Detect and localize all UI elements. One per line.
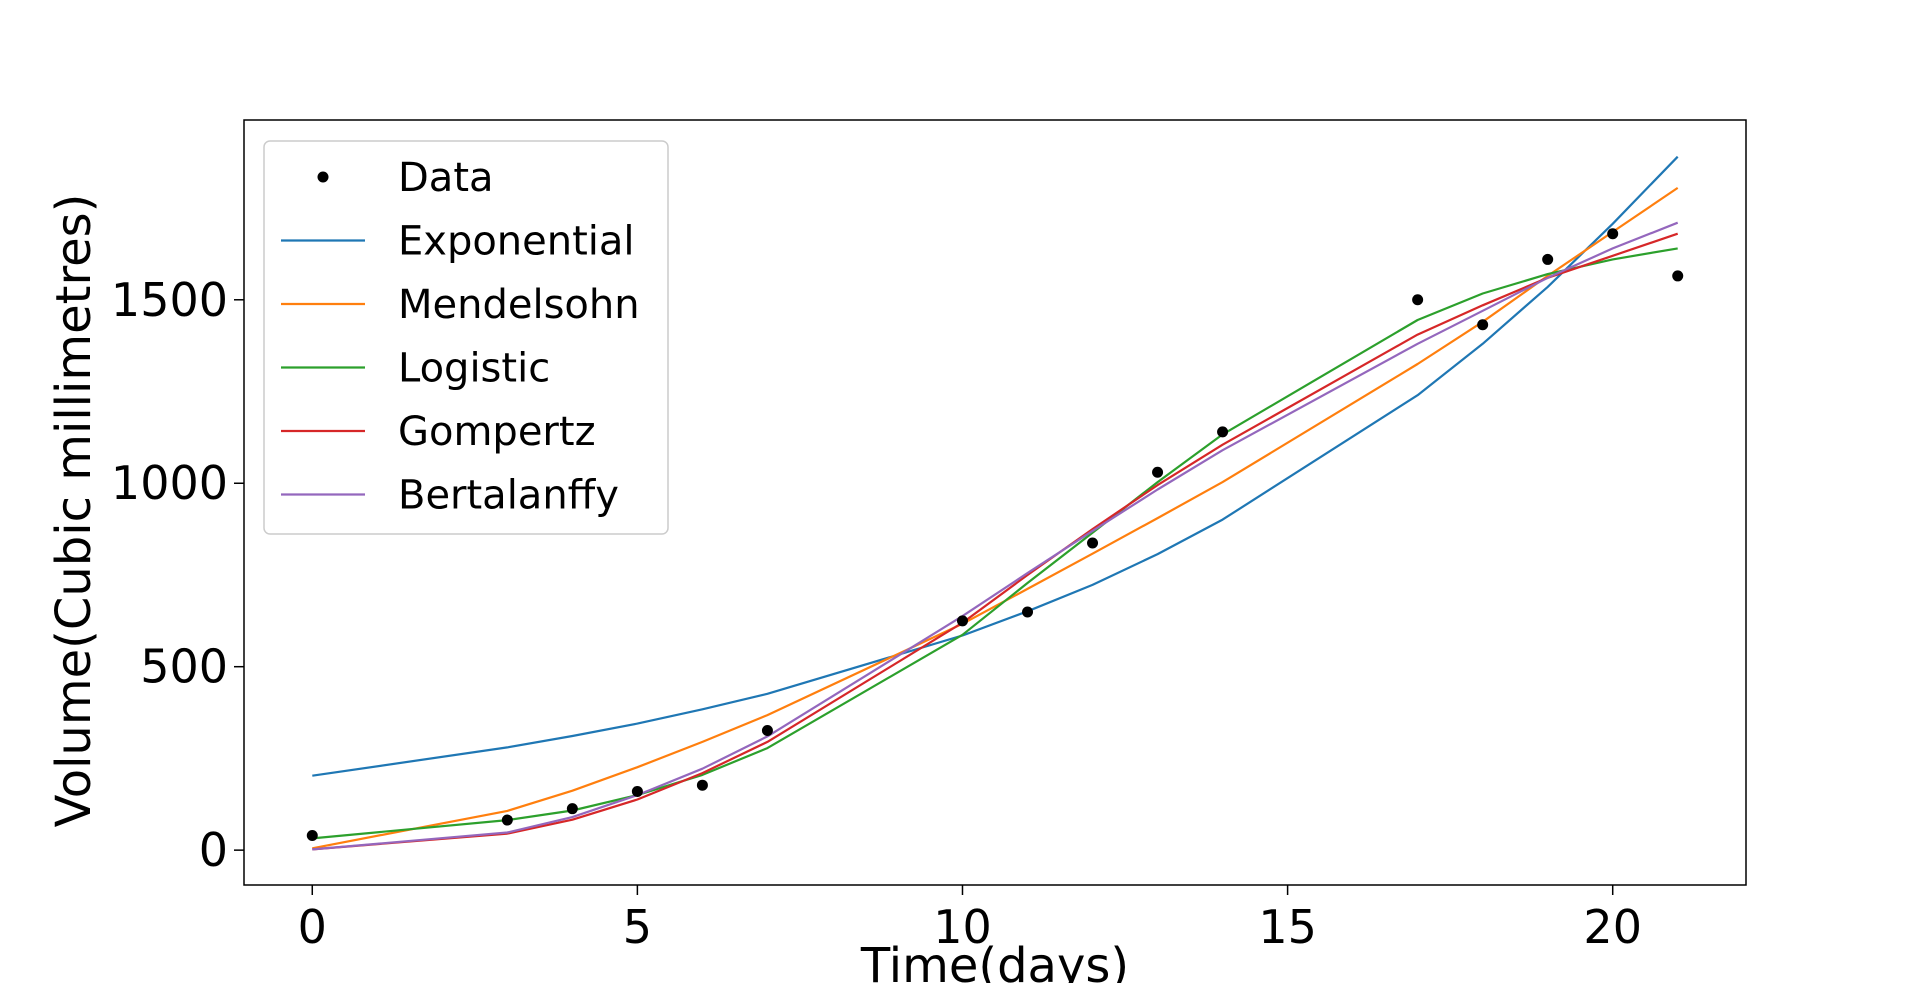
y-tick-label: 1000	[111, 456, 228, 510]
x-tick-label: 0	[298, 900, 327, 954]
series-line-exponential	[312, 155, 1679, 777]
legend-label-exponential: Exponential	[398, 219, 635, 265]
y-axis-ticks: 0 500 1000 1500	[111, 273, 244, 877]
y-tick-label: 0	[199, 823, 228, 877]
x-tick-label: 15	[1258, 900, 1317, 954]
data-point	[1672, 270, 1684, 282]
data-point	[696, 779, 708, 791]
series-layer	[312, 155, 1679, 851]
data-point	[1542, 253, 1554, 265]
series-line-mendelsohn	[312, 186, 1679, 850]
data-point	[1152, 466, 1164, 478]
legend-label-bertalanffy: Bertalanffy	[398, 473, 619, 519]
x-tick-label: 10	[933, 900, 992, 954]
y-tick-label: 1500	[111, 273, 228, 327]
legend: Data Exponential Mendelsohn Logistic Gompert…	[263, 140, 669, 535]
data-point	[566, 803, 578, 815]
legend-box	[263, 140, 669, 535]
y-axis-label: Volume(Cubic millimetres)	[46, 194, 102, 828]
x-tick-label: 20	[1583, 900, 1642, 954]
x-axis-label: Time(days)	[860, 938, 1129, 983]
legend-marker-data	[317, 171, 329, 183]
x-axis-ticks: 0 5 10 15 20	[298, 885, 1642, 954]
data-point	[631, 785, 643, 797]
data-points	[306, 228, 1684, 841]
series-line-bertalanffy	[312, 221, 1679, 851]
series-line-logistic	[312, 247, 1678, 840]
legend-label-mendelsohn: Mendelsohn	[398, 282, 640, 328]
data-point	[306, 829, 318, 841]
plot-frame	[243, 119, 1747, 886]
data-point	[501, 814, 513, 826]
data-point	[1217, 426, 1229, 438]
data-point	[1477, 319, 1489, 331]
y-tick-label: 500	[140, 640, 228, 694]
plot-area	[243, 119, 1747, 886]
data-point	[1022, 606, 1034, 618]
data-point	[1607, 228, 1619, 240]
data-point	[1087, 537, 1099, 549]
data-point	[1412, 294, 1424, 306]
legend-label-gompertz: Gompertz	[398, 409, 596, 455]
legend-label-logistic: Logistic	[398, 346, 550, 392]
x-tick-label: 5	[623, 900, 652, 954]
legend-label-data: Data	[398, 155, 494, 201]
data-point	[956, 615, 968, 627]
data-point	[761, 725, 773, 737]
